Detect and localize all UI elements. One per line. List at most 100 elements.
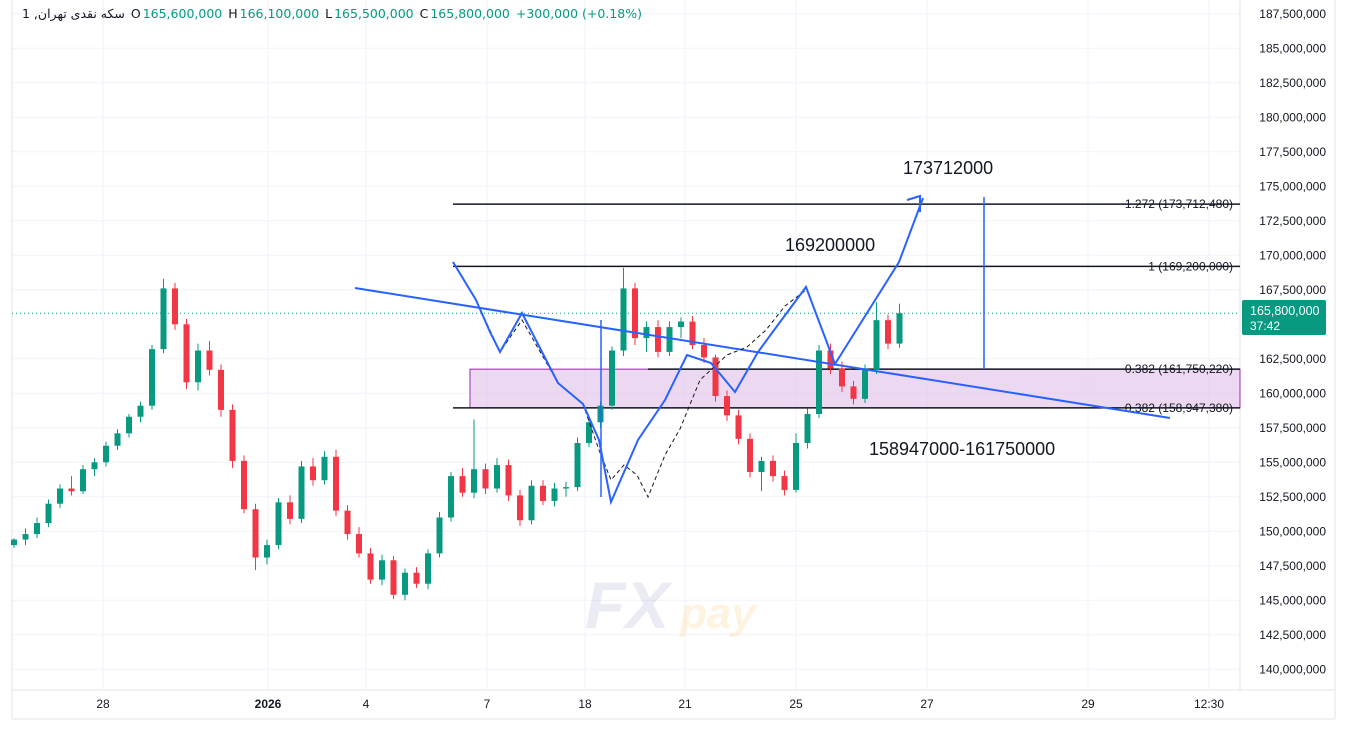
price-tick-label: 175,000,000 — [1259, 179, 1326, 193]
candle-body — [206, 350, 213, 370]
candle-body — [885, 320, 891, 344]
symbol-label: سکه نقدی تهران, 1 — [22, 6, 125, 21]
candle-body — [551, 488, 558, 501]
candle-body — [712, 357, 719, 397]
candle-body — [425, 553, 431, 584]
time-tick-label: 12:30 — [1194, 697, 1224, 711]
price-tick-label: 145,000,000 — [1259, 593, 1326, 607]
candle-body — [482, 469, 489, 489]
open-label: O — [130, 6, 141, 21]
candle-body — [655, 327, 661, 352]
target-mid-label: 169200000 — [785, 235, 875, 255]
candle-body — [229, 409, 236, 461]
candle-body — [287, 502, 293, 519]
candle-body — [252, 509, 259, 558]
candle-body — [183, 324, 190, 383]
candle-body — [114, 433, 121, 446]
projection-path[interactable] — [452, 197, 924, 506]
price-tick-label: 157,500,000 — [1259, 421, 1326, 435]
time-tick-label: 28 — [96, 697, 110, 711]
fib-level-label: 1 (169,200,000) — [1148, 259, 1233, 273]
time-tick-label: 21 — [678, 697, 692, 711]
candle-body — [126, 416, 132, 434]
fib-level-label: 1.272 (173,712,480) — [1125, 197, 1233, 211]
candle-body — [862, 369, 868, 399]
candle-body — [724, 396, 730, 416]
candle-body — [586, 422, 592, 443]
candle-body — [839, 368, 845, 387]
price-tick-label: 172,500,000 — [1259, 214, 1326, 228]
candle-body — [390, 560, 397, 595]
price-tick-label: 180,000,000 — [1259, 110, 1326, 124]
price-tick-label: 182,500,000 — [1259, 76, 1326, 90]
candle-body — [321, 456, 328, 481]
candle-body — [701, 345, 707, 358]
price-tick-label: 160,000,000 — [1259, 386, 1326, 400]
time-tick-label: 7 — [484, 697, 491, 711]
candle-body — [103, 445, 109, 463]
price-tick-label: 150,000,000 — [1259, 524, 1326, 538]
high-value: 166,100,000 — [239, 6, 320, 21]
candle-body — [356, 534, 362, 554]
price-tick-label: 167,500,000 — [1259, 283, 1326, 297]
candle-body — [264, 545, 270, 558]
price-tick-label: 147,500,000 — [1259, 559, 1326, 573]
candle-body — [804, 414, 811, 443]
candle-body — [137, 405, 144, 417]
candle-body — [34, 523, 40, 535]
candle-body — [770, 460, 776, 477]
candle-body — [666, 327, 673, 352]
candle-body — [195, 350, 201, 383]
time-tick-label: 18 — [578, 697, 592, 711]
candle-body — [68, 488, 75, 492]
watermark-logo: FX — [585, 568, 673, 642]
candle-body — [333, 456, 339, 511]
candle-body — [448, 476, 454, 518]
time-tick-label: 4 — [363, 697, 370, 711]
candle-body — [609, 350, 615, 406]
candle-body — [747, 438, 753, 472]
candle-body — [45, 503, 52, 524]
price-tick-label: 142,500,000 — [1259, 628, 1326, 642]
candle-body — [344, 510, 351, 535]
price-tick-label: 155,000,000 — [1259, 455, 1326, 469]
candle-body — [505, 465, 512, 496]
time-tick-label: 2026 — [255, 697, 282, 711]
candle-body — [22, 534, 29, 540]
candle-body — [91, 462, 98, 470]
candle-body — [574, 442, 581, 488]
current-price-tag-value: 165,800,000 — [1250, 304, 1320, 318]
time-tick-label: 27 — [920, 697, 934, 711]
candle-body — [528, 485, 535, 521]
candle-body — [172, 288, 178, 325]
price-tick-label: 170,000,000 — [1259, 248, 1326, 262]
candle-body — [643, 327, 650, 339]
low-value: 165,500,000 — [334, 6, 414, 21]
candle-body — [413, 572, 420, 584]
candle-body — [160, 288, 167, 350]
watermark-logo-text: pay — [679, 589, 758, 638]
candle-body — [379, 560, 385, 580]
candle-body — [459, 476, 466, 493]
candle-body — [540, 485, 546, 501]
price-tick-label: 185,000,000 — [1259, 41, 1326, 55]
candle-body — [57, 488, 63, 504]
candle-body — [310, 466, 316, 481]
zone-range-label: 158947000-161750000 — [869, 439, 1055, 459]
change-value: +300,000 (+0.18%) — [515, 6, 642, 21]
candle-body — [632, 288, 638, 339]
candle-body — [149, 349, 155, 406]
candle-body — [850, 386, 857, 399]
trendline[interactable] — [354, 287, 1171, 419]
candle-body — [816, 350, 822, 414]
close-value: 165,800,000 — [430, 6, 510, 21]
candle-body — [689, 321, 696, 345]
dashed-path[interactable] — [452, 261, 807, 499]
close-label: C — [419, 6, 429, 21]
candle-body — [80, 469, 86, 492]
candle-body — [298, 466, 305, 519]
price-tick-label: 152,500,000 — [1259, 490, 1326, 504]
candle-body — [11, 539, 17, 546]
